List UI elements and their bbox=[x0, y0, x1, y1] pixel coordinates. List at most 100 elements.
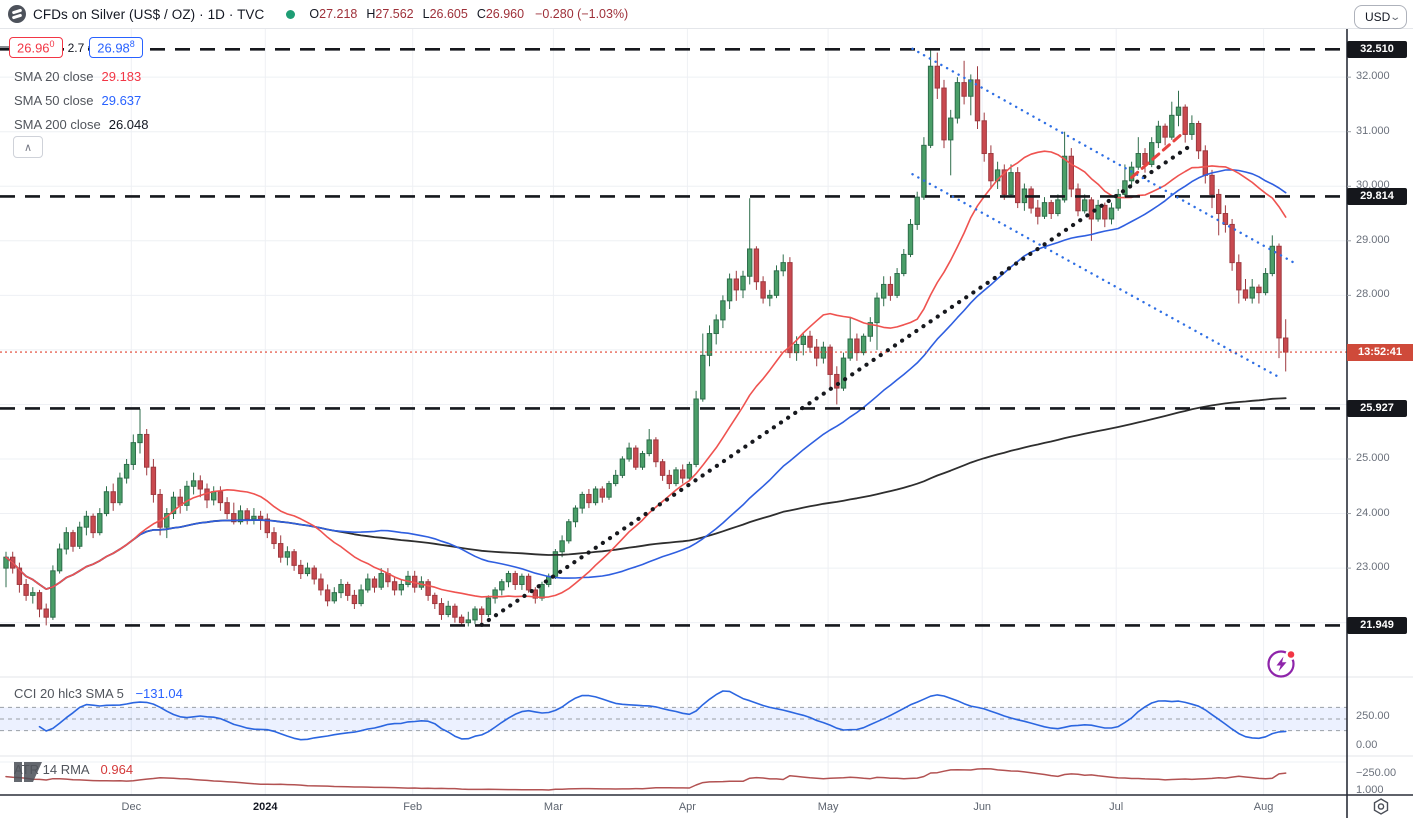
candle-body bbox=[659, 461, 666, 476]
price-tick-label: 23.000 bbox=[1356, 561, 1390, 574]
price-tick-label: 28.000 bbox=[1356, 288, 1390, 301]
market-status-dot-icon[interactable] bbox=[286, 9, 296, 19]
candle-body bbox=[170, 496, 177, 515]
notification-dot bbox=[1285, 648, 1297, 661]
candle-body bbox=[974, 79, 981, 122]
candle-body bbox=[130, 442, 137, 465]
legend-collapse-button[interactable]: ∧ bbox=[13, 136, 43, 158]
candle-body bbox=[1276, 245, 1282, 339]
candle-body bbox=[16, 567, 23, 585]
currency-dropdown[interactable]: USD ⌄ bbox=[1354, 5, 1407, 29]
candle-body bbox=[733, 278, 739, 291]
candle-body bbox=[1068, 155, 1074, 190]
candle-body bbox=[552, 551, 559, 577]
price-axis[interactable]: 32.510 29.814 25.927 21.949 13:52:41 250… bbox=[1347, 28, 1413, 796]
candle-body bbox=[800, 335, 806, 345]
channel-lower-blue bbox=[911, 173, 1281, 379]
candle-body bbox=[613, 474, 619, 485]
candle-body bbox=[1175, 106, 1182, 116]
candle-body bbox=[927, 65, 934, 146]
legend-sma200-value: 26.048 bbox=[108, 116, 149, 132]
candle-body bbox=[1149, 142, 1155, 165]
atr-pane-legend[interactable]: ATR 14 RMA 0.964 bbox=[14, 762, 133, 777]
candle-body bbox=[827, 346, 833, 375]
candle-body bbox=[988, 153, 994, 182]
currency-label: USD bbox=[1365, 10, 1391, 24]
candle-body bbox=[653, 439, 659, 463]
candle-body bbox=[572, 507, 579, 523]
candle-body bbox=[445, 605, 451, 615]
candle-body bbox=[566, 521, 572, 542]
candle-body bbox=[458, 616, 465, 624]
symbol-title[interactable]: CFDs on Silver (US$ / OZ) · 1D · TVC bbox=[33, 6, 265, 22]
candle-body bbox=[144, 433, 150, 468]
candle-body bbox=[1155, 125, 1162, 144]
candle-body bbox=[1048, 202, 1054, 215]
bid-price-box[interactable]: 26.960 bbox=[9, 36, 63, 59]
candle-body bbox=[807, 335, 813, 348]
candle-body bbox=[1035, 207, 1041, 217]
candle-body bbox=[1269, 245, 1275, 275]
candle-body bbox=[1169, 114, 1175, 138]
candle-body bbox=[1135, 153, 1141, 168]
candle-body bbox=[224, 502, 230, 515]
candle-body bbox=[304, 567, 311, 575]
month-tick-label: May bbox=[817, 801, 839, 813]
candle-body bbox=[753, 248, 760, 283]
ohlc-open: O27.218 bbox=[309, 7, 358, 21]
month-tick-label: 2024 bbox=[253, 801, 278, 813]
candle-body bbox=[532, 589, 538, 599]
candle-body bbox=[398, 583, 405, 591]
candle-body bbox=[787, 262, 793, 354]
candle-body bbox=[291, 551, 297, 566]
candle-body bbox=[1082, 199, 1088, 212]
candle-body bbox=[592, 488, 599, 504]
candle-body bbox=[257, 515, 264, 520]
candle-body bbox=[639, 453, 646, 468]
candle-body bbox=[860, 335, 867, 354]
time-axis[interactable]: Dec 2024 Feb Mar Apr May Jun Jul Aug bbox=[0, 796, 1347, 818]
cci-title: CCI 20 hlc3 SMA 5 bbox=[14, 686, 124, 701]
legend-sma20-label: SMA 20 close bbox=[14, 68, 94, 84]
level-price-badge: 21.949 bbox=[1347, 616, 1407, 634]
candle-body bbox=[934, 65, 940, 89]
candle-body bbox=[438, 603, 445, 615]
axis-settings-icon[interactable] bbox=[1370, 797, 1392, 817]
candle-body bbox=[1028, 188, 1034, 209]
legend-sma200-label: SMA 200 close bbox=[14, 116, 101, 132]
cci-line bbox=[38, 690, 1287, 741]
ohlc-low: L26.605 bbox=[422, 7, 468, 21]
candle-body bbox=[231, 513, 237, 523]
candle-body bbox=[606, 483, 612, 498]
candle-body bbox=[1202, 150, 1208, 176]
candle-body bbox=[351, 594, 358, 605]
legend-sma20[interactable]: SMA 20 close 29.183 bbox=[14, 64, 148, 88]
cci-pane-legend[interactable]: CCI 20 hlc3 SMA 5 −131.04 bbox=[14, 686, 183, 701]
legend-sma50-label: SMA 50 close bbox=[14, 92, 94, 108]
candle-body bbox=[1008, 172, 1014, 195]
legend-sma50[interactable]: SMA 50 close 29.637 bbox=[14, 88, 148, 112]
candle-body bbox=[278, 543, 284, 558]
candle-body bbox=[793, 343, 800, 354]
legend-sma200[interactable]: SMA 200 close 26.048 bbox=[14, 112, 148, 136]
candle-body bbox=[318, 578, 324, 591]
price-change: −0.280 (−1.03%) bbox=[535, 7, 629, 21]
month-tick-label: Dec bbox=[121, 801, 142, 813]
month-tick-label: Mar bbox=[543, 801, 563, 813]
atr-title: ATR 14 RMA bbox=[14, 762, 89, 777]
candle-body bbox=[492, 589, 498, 599]
sma20-line bbox=[5, 150, 1287, 599]
quick-trade-lightning-button[interactable] bbox=[1266, 648, 1298, 680]
candle-body bbox=[217, 491, 224, 504]
tvc-exchange-logo-icon[interactable] bbox=[8, 5, 26, 23]
candle-body bbox=[311, 567, 317, 580]
candle-body bbox=[700, 354, 706, 400]
candle-body bbox=[840, 357, 847, 389]
candle-body bbox=[271, 532, 277, 545]
month-tick-label: Feb bbox=[403, 801, 423, 813]
candle-body bbox=[425, 581, 431, 596]
candle-body bbox=[740, 275, 746, 291]
chart-topbar: CFDs on Silver (US$ / OZ) · 1D · TVC O27… bbox=[0, 0, 1413, 29]
ask-price-box[interactable]: 26.988 bbox=[89, 36, 143, 59]
